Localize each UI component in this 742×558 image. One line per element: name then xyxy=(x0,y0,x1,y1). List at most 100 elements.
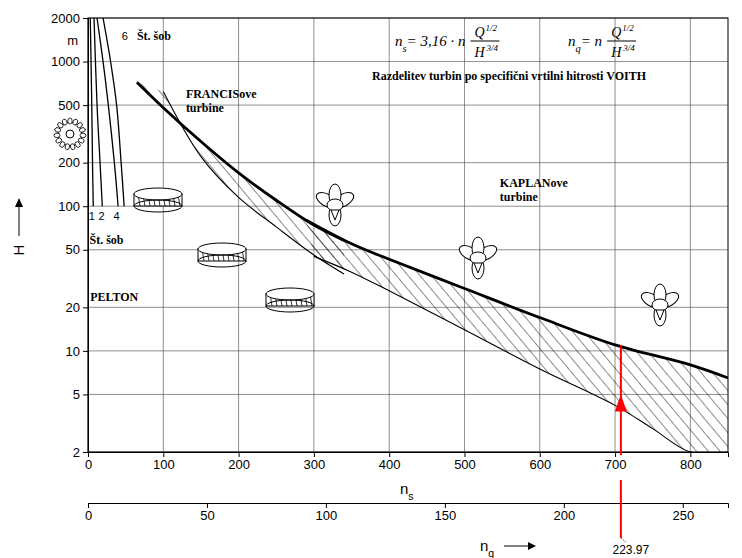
icon-part xyxy=(61,118,67,125)
tick: 400 xyxy=(379,452,401,472)
tick-label: 5 xyxy=(73,387,80,402)
tick-label: 200 xyxy=(228,457,250,472)
tick-label: 2 xyxy=(73,445,80,460)
formula-den: H xyxy=(610,45,622,60)
icon-part xyxy=(66,130,74,138)
formula-lhs: ns= 3,16 · n xyxy=(395,33,465,54)
formula-num: Q xyxy=(611,25,621,40)
formula-lhs: nq= n xyxy=(568,33,602,54)
kaplan-icon xyxy=(314,184,356,226)
tick-label: 100 xyxy=(58,199,80,214)
tick-label: 300 xyxy=(304,457,326,472)
band-upper-line xyxy=(306,220,728,378)
tick: 300 xyxy=(304,452,326,472)
tick: 700 xyxy=(605,452,627,472)
icon-part xyxy=(70,143,76,150)
grid-line-y xyxy=(88,307,728,308)
band-upper-line xyxy=(137,82,344,240)
chart-container: 0100200300400500600700800050100150200250… xyxy=(0,0,742,558)
formula-num-exp: 1/2 xyxy=(622,23,634,33)
y-axis-title: H xyxy=(10,245,27,256)
tick: 2 xyxy=(73,445,88,460)
icon-part xyxy=(79,127,86,133)
tick-label: 800 xyxy=(680,457,702,472)
tick: 0 xyxy=(85,452,92,472)
tick-label: 10 xyxy=(66,344,80,359)
tick-label: 50 xyxy=(66,242,80,257)
tick: 100 xyxy=(153,452,175,472)
formula-num: Q xyxy=(474,25,484,40)
icon-part xyxy=(266,288,314,300)
tick-mark xyxy=(83,18,88,19)
tick-label: 100 xyxy=(153,457,175,472)
axis-line xyxy=(89,453,729,458)
tick: 800 xyxy=(680,452,702,472)
pelton-line xyxy=(90,18,93,206)
grid-line-y xyxy=(88,162,728,163)
axis-line xyxy=(89,504,729,509)
icon-part xyxy=(652,299,668,311)
tick: 100 xyxy=(58,199,88,214)
tick: 100 xyxy=(316,503,338,523)
icon-part xyxy=(54,133,60,138)
formula-num-exp: 1/2 xyxy=(486,23,498,33)
francis-icon xyxy=(134,188,182,212)
tick: 5 xyxy=(73,387,88,402)
grid-line-y xyxy=(88,206,728,207)
axis-arrow-head xyxy=(15,198,23,207)
tick: 150 xyxy=(435,503,457,523)
pelton-icon xyxy=(54,118,86,150)
formula-bar xyxy=(470,41,499,42)
annotation: FRANCISoveturbine xyxy=(186,87,257,115)
band-lower-line xyxy=(314,256,728,452)
axis-arrow xyxy=(19,206,20,236)
icon-part xyxy=(656,310,664,320)
icon-part xyxy=(474,263,482,273)
annotation: 6 xyxy=(122,30,128,42)
tick-label: 2000 xyxy=(51,11,80,26)
icon-part xyxy=(470,252,486,264)
tick: 500 xyxy=(58,98,88,113)
tick-label: 200 xyxy=(58,155,80,170)
kaplan-icon xyxy=(639,284,681,326)
x2-axis: 050100150200250 xyxy=(85,503,729,523)
icon-part xyxy=(65,143,71,150)
annotation: 4 xyxy=(114,210,120,222)
axis-arrow-head xyxy=(528,542,536,550)
marker-arrow-head xyxy=(615,394,627,411)
francis-icon xyxy=(198,243,246,267)
tick-label: 150 xyxy=(435,508,457,523)
icon-part xyxy=(68,118,72,124)
tick-label: 700 xyxy=(605,457,627,472)
tick-mark xyxy=(83,105,88,106)
tick: 50 xyxy=(66,242,88,257)
tick: 200 xyxy=(58,155,88,170)
annotations: FRANCISoveturbineKAPLANoveturbinePELTON6… xyxy=(89,29,569,304)
icon-part xyxy=(198,255,246,267)
grid-line-x xyxy=(163,18,164,452)
axis-line xyxy=(83,19,89,453)
tick-mark xyxy=(83,163,88,164)
marker-label: 223.97 xyxy=(613,543,650,557)
grid-line-x xyxy=(539,18,540,452)
annotation: KAPLANoveturbine xyxy=(500,176,569,204)
tick-label: 1000 xyxy=(51,54,80,69)
grid-line-x xyxy=(238,18,239,452)
grid-line-x xyxy=(464,18,465,452)
tick-mark xyxy=(83,250,88,251)
tick-mark xyxy=(83,394,88,395)
grid-line-y xyxy=(88,61,728,62)
y-axis-unit: m xyxy=(67,33,78,48)
tick-mark xyxy=(83,62,88,63)
annotation: Št. šob xyxy=(90,233,124,247)
formula: nq= nQ1/2H3/4 xyxy=(568,23,636,60)
band-area xyxy=(306,220,728,452)
tick-label: 400 xyxy=(379,457,401,472)
x-axis: 0100200300400500600700800 xyxy=(85,452,729,472)
tick-label: 20 xyxy=(66,300,80,315)
annotation: 2 xyxy=(98,210,104,222)
tick-label: 0 xyxy=(85,457,92,472)
tick-mark xyxy=(83,351,88,352)
tick-label: 500 xyxy=(58,98,80,113)
tick-mark xyxy=(83,307,88,308)
